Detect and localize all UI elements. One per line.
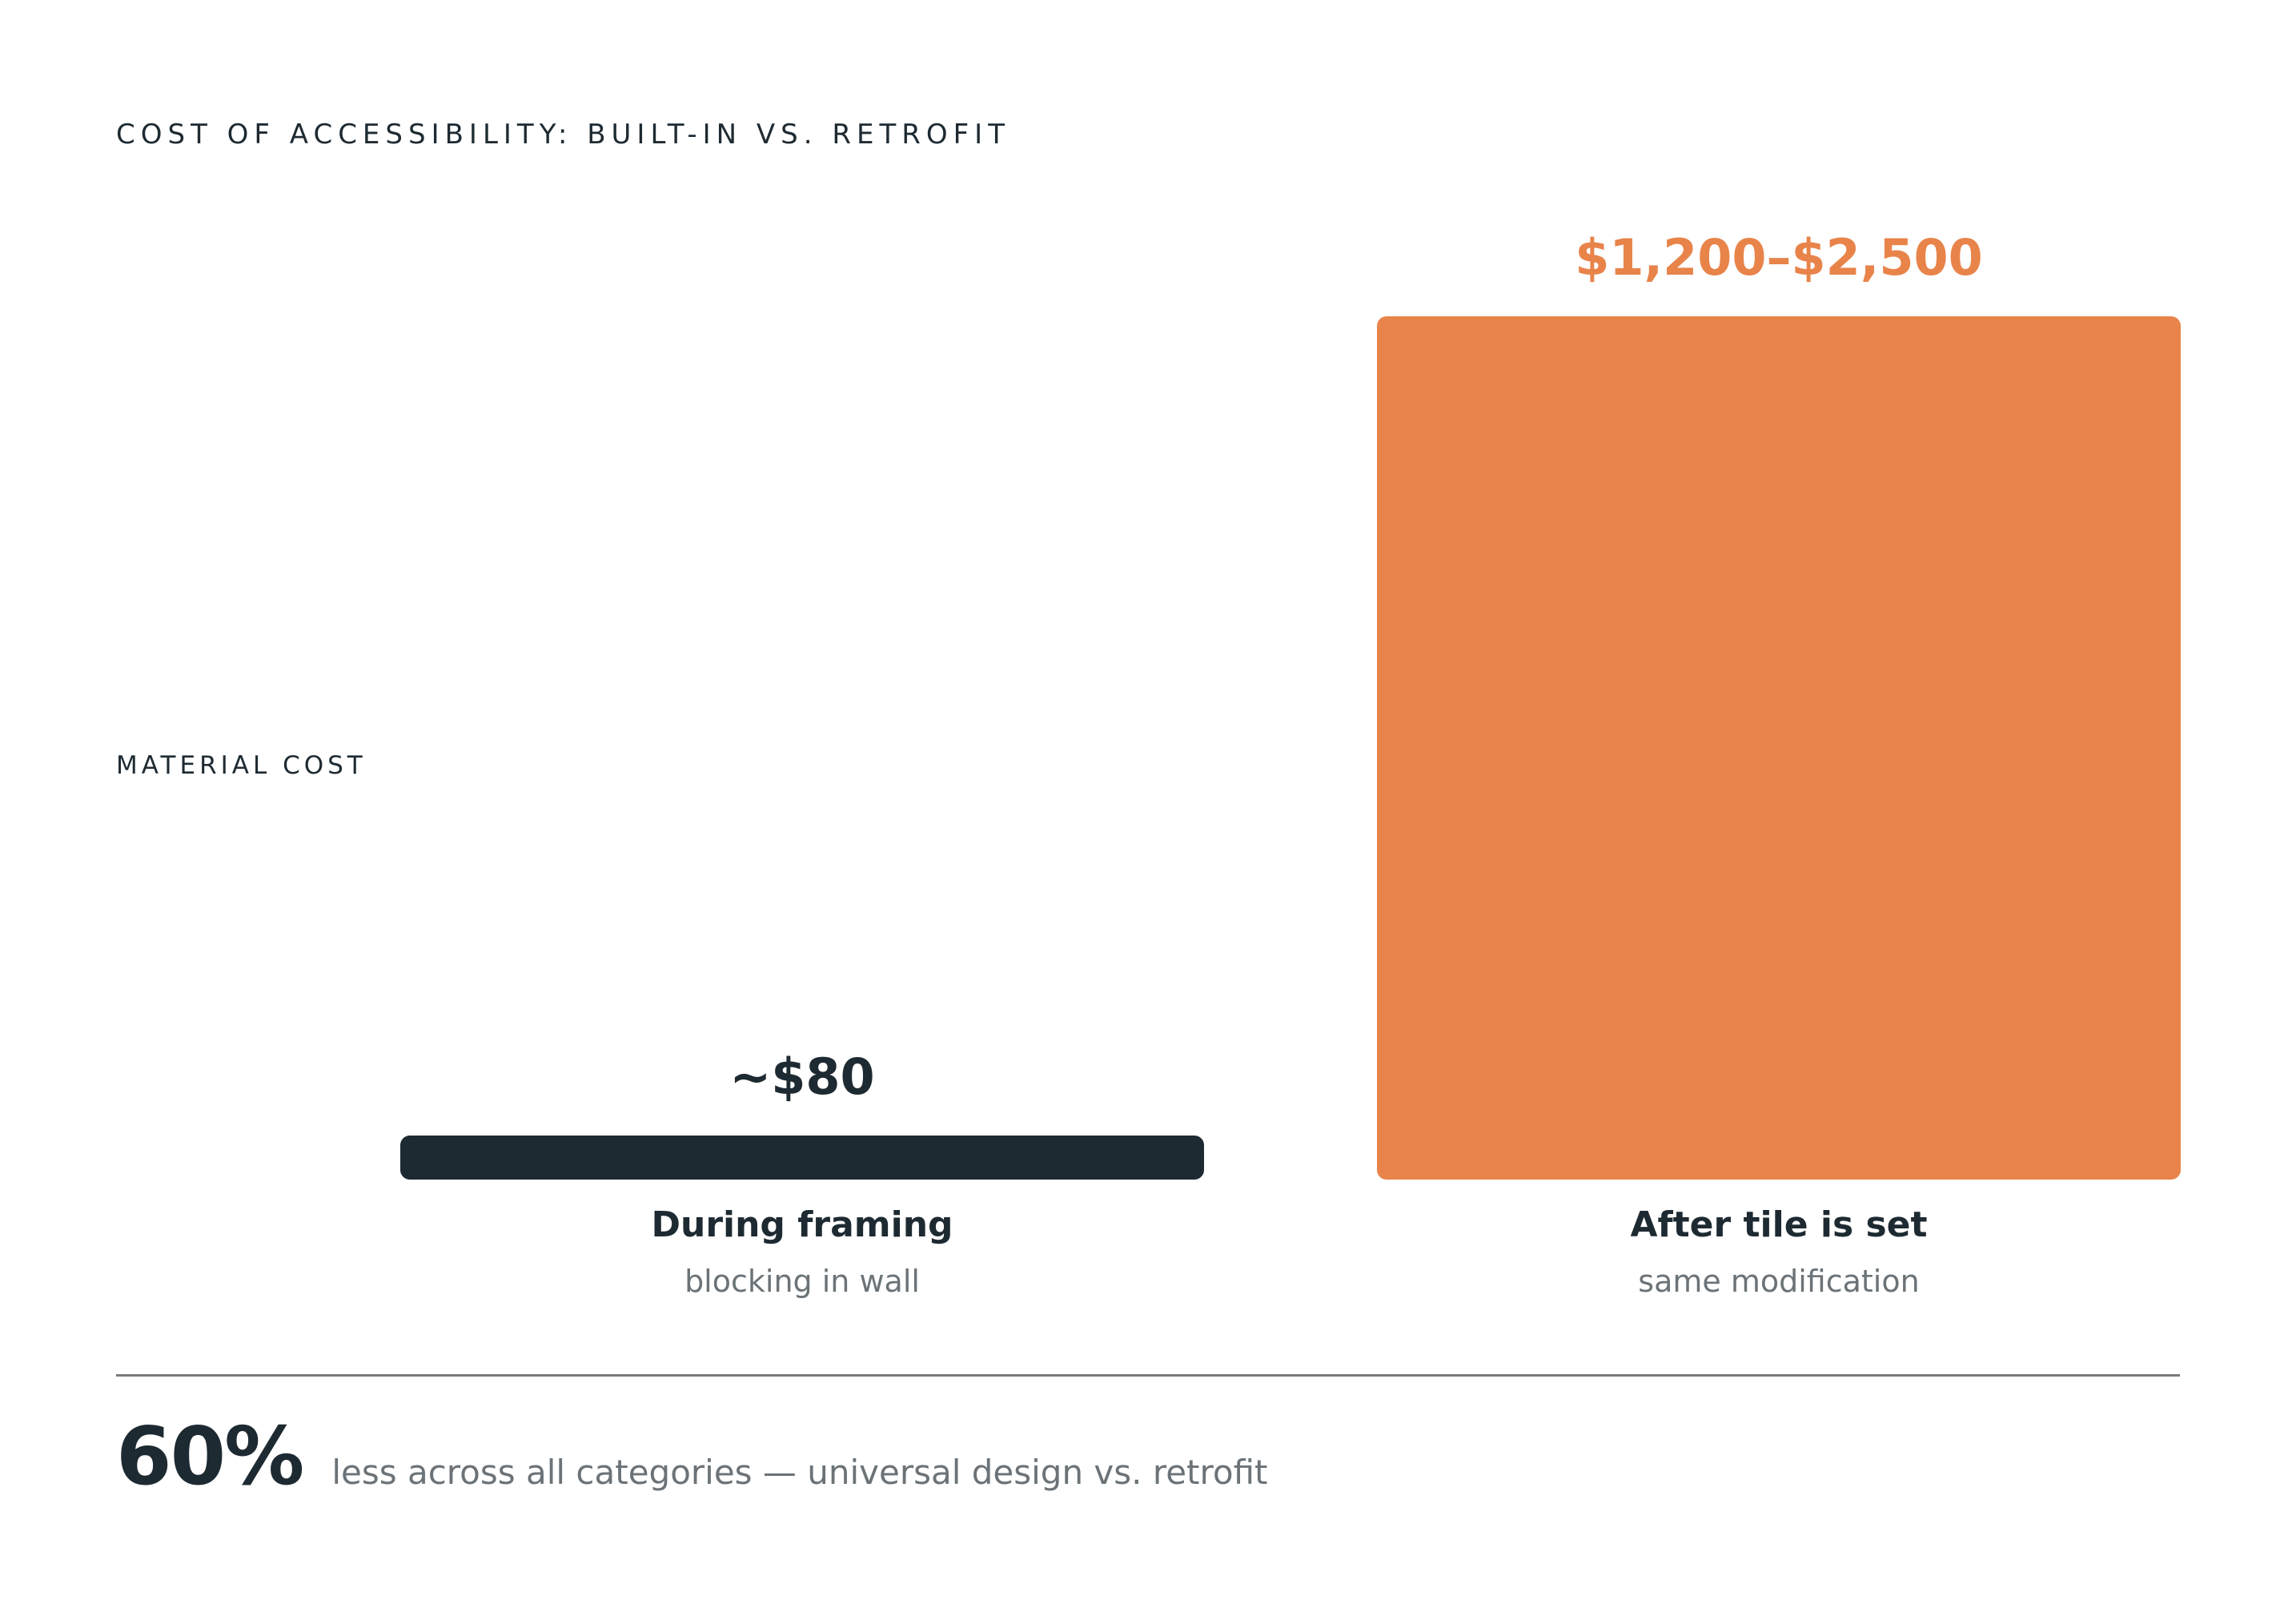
chart-title: COST OF ACCESSIBILITY: BUILT-IN VS. RETR… bbox=[116, 119, 1010, 151]
footer-text: less across all categories — universal d… bbox=[331, 1453, 1268, 1492]
category-label-1: After tile is set bbox=[1630, 1204, 1928, 1245]
bar-1 bbox=[1377, 316, 2181, 1180]
value-label-0: ~$80 bbox=[729, 1047, 875, 1106]
value-label-1: $1,200–$2,500 bbox=[1575, 228, 1983, 287]
y-axis-label: MATERIAL COST bbox=[116, 751, 367, 780]
footer-stat: 60% bbox=[116, 1409, 304, 1503]
bar-0 bbox=[400, 1136, 1204, 1180]
category-sublabel-0: blocking in wall bbox=[684, 1264, 920, 1299]
category-label-0: During framing bbox=[651, 1204, 953, 1245]
category-sublabel-1: same modification bbox=[1638, 1264, 1920, 1299]
divider bbox=[116, 1374, 2180, 1377]
footer-stat-row: 60% less across all categories — univers… bbox=[116, 1409, 1268, 1503]
